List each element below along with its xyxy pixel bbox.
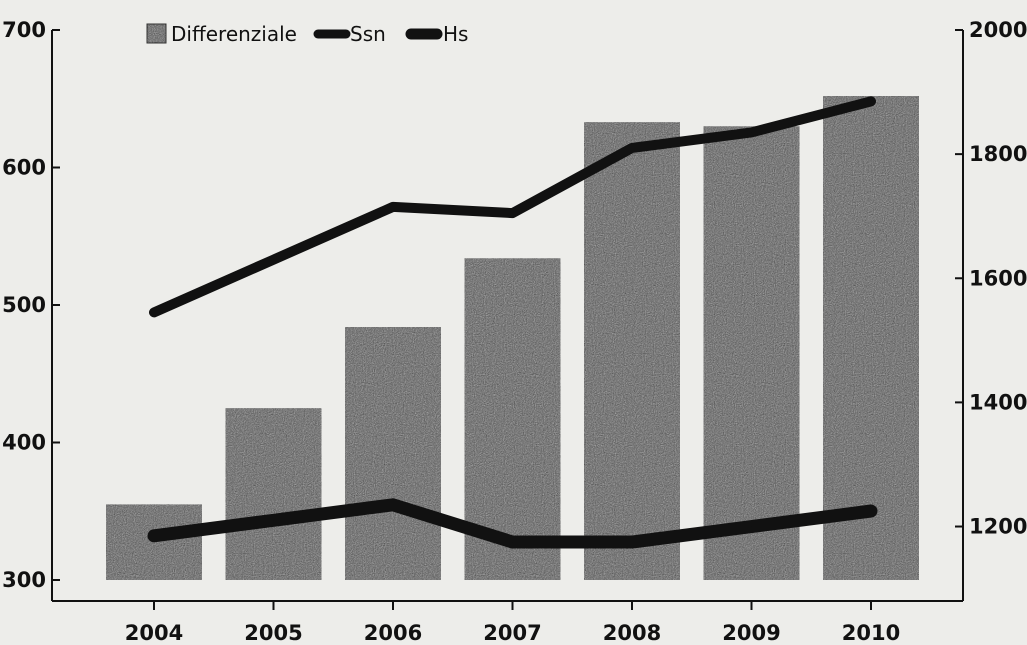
y2-tick-label-1200: 1200 bbox=[969, 515, 1027, 539]
x-tick-label-2010: 2010 bbox=[842, 621, 900, 645]
x-tick-label-2006: 2006 bbox=[364, 621, 422, 645]
x-tick-label-2004: 2004 bbox=[125, 621, 183, 645]
bar-differenziale-2010 bbox=[823, 96, 919, 580]
bar-differenziale-2005 bbox=[225, 408, 322, 580]
x-tick-label-2007: 2007 bbox=[483, 621, 541, 645]
x-tick-label-2009: 2009 bbox=[722, 621, 780, 645]
y2-tick-label-1600: 1600 bbox=[969, 266, 1027, 290]
legend-label-hs: Hs bbox=[443, 22, 468, 46]
y-tick-label-700: 700 bbox=[2, 18, 46, 42]
bar-differenziale-2006 bbox=[345, 327, 441, 580]
bar-differenziale-2009 bbox=[703, 126, 800, 580]
y-tick-label-400: 400 bbox=[2, 431, 46, 455]
legend-swatch-differenziale bbox=[146, 23, 167, 44]
y-tick-label-600: 600 bbox=[2, 156, 46, 180]
legend-label-differenziale: Differenziale bbox=[171, 22, 297, 46]
legend-label-ssn: Ssn bbox=[350, 22, 386, 46]
y2-tick-label-1400: 1400 bbox=[969, 390, 1027, 414]
y2-tick-label-2000: 2000 bbox=[969, 18, 1027, 42]
y2-tick-label-1800: 1800 bbox=[969, 142, 1027, 166]
y-tick-label-300: 300 bbox=[2, 568, 46, 592]
legend: Differenziale Ssn Hs bbox=[146, 22, 468, 46]
y-tick-label-500: 500 bbox=[2, 293, 46, 317]
x-tick-label-2005: 2005 bbox=[244, 621, 302, 645]
bar-differenziale-2008 bbox=[584, 122, 680, 580]
x-tick-label-2008: 2008 bbox=[603, 621, 661, 645]
